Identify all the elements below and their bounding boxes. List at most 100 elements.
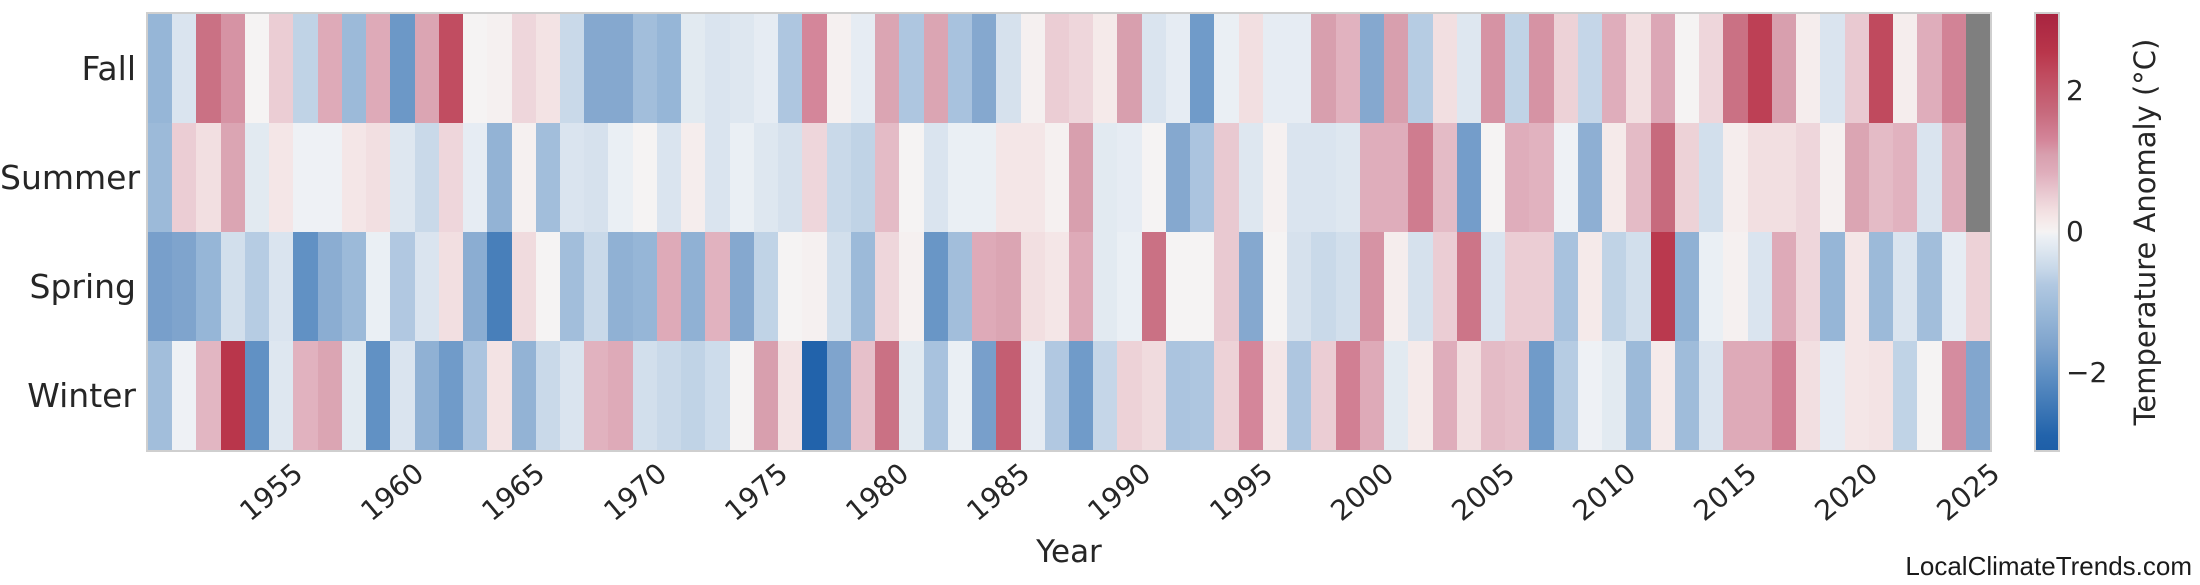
heatmap-cell (1117, 123, 1141, 232)
heatmap-cell (899, 14, 923, 123)
row-label-winter: Winter (0, 376, 136, 416)
heatmap-cell (1457, 14, 1481, 123)
heatmap-cell (754, 123, 778, 232)
heatmap-cell (608, 123, 632, 232)
heatmap-cell (487, 341, 511, 450)
heatmap-cell (1045, 341, 1069, 450)
heatmap-cell (148, 14, 172, 123)
heatmap-cell (1311, 14, 1335, 123)
heatmap-cell (802, 232, 826, 341)
heatmap-cell (245, 232, 269, 341)
heatmap-cell (1287, 232, 1311, 341)
heatmap-cell (1820, 123, 1844, 232)
heatmap-cell (221, 123, 245, 232)
heatmap-cell (1748, 14, 1772, 123)
heatmap-cell (1554, 14, 1578, 123)
heatmap-cell (1481, 341, 1505, 450)
colorbar-title: Temperature Anomaly (°C) (2120, 14, 2170, 450)
heatmap-cell (536, 14, 560, 123)
heatmap-cell (1069, 14, 1093, 123)
row-label-spring: Spring (0, 267, 136, 307)
heatmap-cell (657, 341, 681, 450)
heatmap-cell (1214, 341, 1238, 450)
heatmap-cell (1336, 123, 1360, 232)
x-tick-label-1960: 1960 (356, 458, 430, 527)
heatmap-cell (1408, 232, 1432, 341)
heatmap-cell (196, 14, 220, 123)
heatmap-cell (1529, 341, 1553, 450)
heatmap-cell (1457, 341, 1481, 450)
heatmap-cell (730, 123, 754, 232)
heatmap-cell (851, 14, 875, 123)
heatmap-cell (366, 341, 390, 450)
heatmap-cell (996, 123, 1020, 232)
heatmap-cell (439, 232, 463, 341)
heatmap-cell (948, 123, 972, 232)
heatmap-cell (1748, 123, 1772, 232)
heatmap-cell (657, 14, 681, 123)
heatmap-cell (318, 123, 342, 232)
heatmap-cell (342, 232, 366, 341)
heatmap-cell (899, 232, 923, 341)
heatmap-cell (1699, 14, 1723, 123)
heatmap-cell (1384, 232, 1408, 341)
heatmap-cell (1578, 14, 1602, 123)
heatmap-cell (1772, 14, 1796, 123)
heatmap-cell (948, 14, 972, 123)
heatmap-cell (293, 14, 317, 123)
heatmap-cell (1869, 14, 1893, 123)
heatmap-cell (1723, 123, 1747, 232)
heatmap-cell (972, 232, 996, 341)
heatmap-cell (1336, 341, 1360, 450)
heatmap-cell (1457, 123, 1481, 232)
heatmap-cell (1748, 341, 1772, 450)
heatmap-cell (899, 341, 923, 450)
heatmap-cell (1602, 14, 1626, 123)
heatmap-cell (1021, 232, 1045, 341)
heatmap-cell (1626, 14, 1650, 123)
heatmap-cell (1675, 341, 1699, 450)
x-tick-label-2010: 2010 (1568, 458, 1642, 527)
x-tick-label-2025: 2025 (1931, 458, 2005, 527)
heatmap-cell (1796, 341, 1820, 450)
heatmap-cell (463, 14, 487, 123)
heatmap-cell (1505, 14, 1529, 123)
heatmap-cell (1723, 14, 1747, 123)
heatmap-cell (342, 14, 366, 123)
heatmap-cell (1287, 341, 1311, 450)
x-tick-label-2000: 2000 (1325, 458, 1399, 527)
heatmap-cell (802, 341, 826, 450)
heatmap-cell (1529, 123, 1553, 232)
heatmap-cell (1748, 232, 1772, 341)
heatmap-cell (1408, 341, 1432, 450)
heatmap-cell (172, 232, 196, 341)
x-tick-label-1970: 1970 (598, 458, 672, 527)
heatmap-cell (172, 123, 196, 232)
heatmap-cell (1772, 123, 1796, 232)
heatmap-cell (948, 341, 972, 450)
heatmap-cell (1578, 341, 1602, 450)
heatmap-cell (487, 123, 511, 232)
heatmap-cell (1917, 232, 1941, 341)
heatmap-cell (1772, 341, 1796, 450)
heatmap-cell (851, 123, 875, 232)
heatmap-cell (1069, 232, 1093, 341)
heatmap-cell (1845, 123, 1869, 232)
heatmap-cell (1360, 123, 1384, 232)
heatmap-cell (778, 232, 802, 341)
heatmap-cell (390, 341, 414, 450)
heatmap-cell (269, 232, 293, 341)
heatmap-cell (705, 14, 729, 123)
heatmap-cell (1239, 232, 1263, 341)
heatmap-cell (1433, 14, 1457, 123)
heatmap-cell (1117, 341, 1141, 450)
heatmap-cell (560, 341, 584, 450)
heatmap-cell (1239, 341, 1263, 450)
colorbar-gradient (2036, 14, 2058, 450)
x-tick-label-1995: 1995 (1204, 458, 1278, 527)
heatmap-cell (1433, 341, 1457, 450)
heatmap-cell (1869, 123, 1893, 232)
x-tick-label-2005: 2005 (1447, 458, 1521, 527)
heatmap-cell (608, 341, 632, 450)
heatmap-cell (681, 14, 705, 123)
